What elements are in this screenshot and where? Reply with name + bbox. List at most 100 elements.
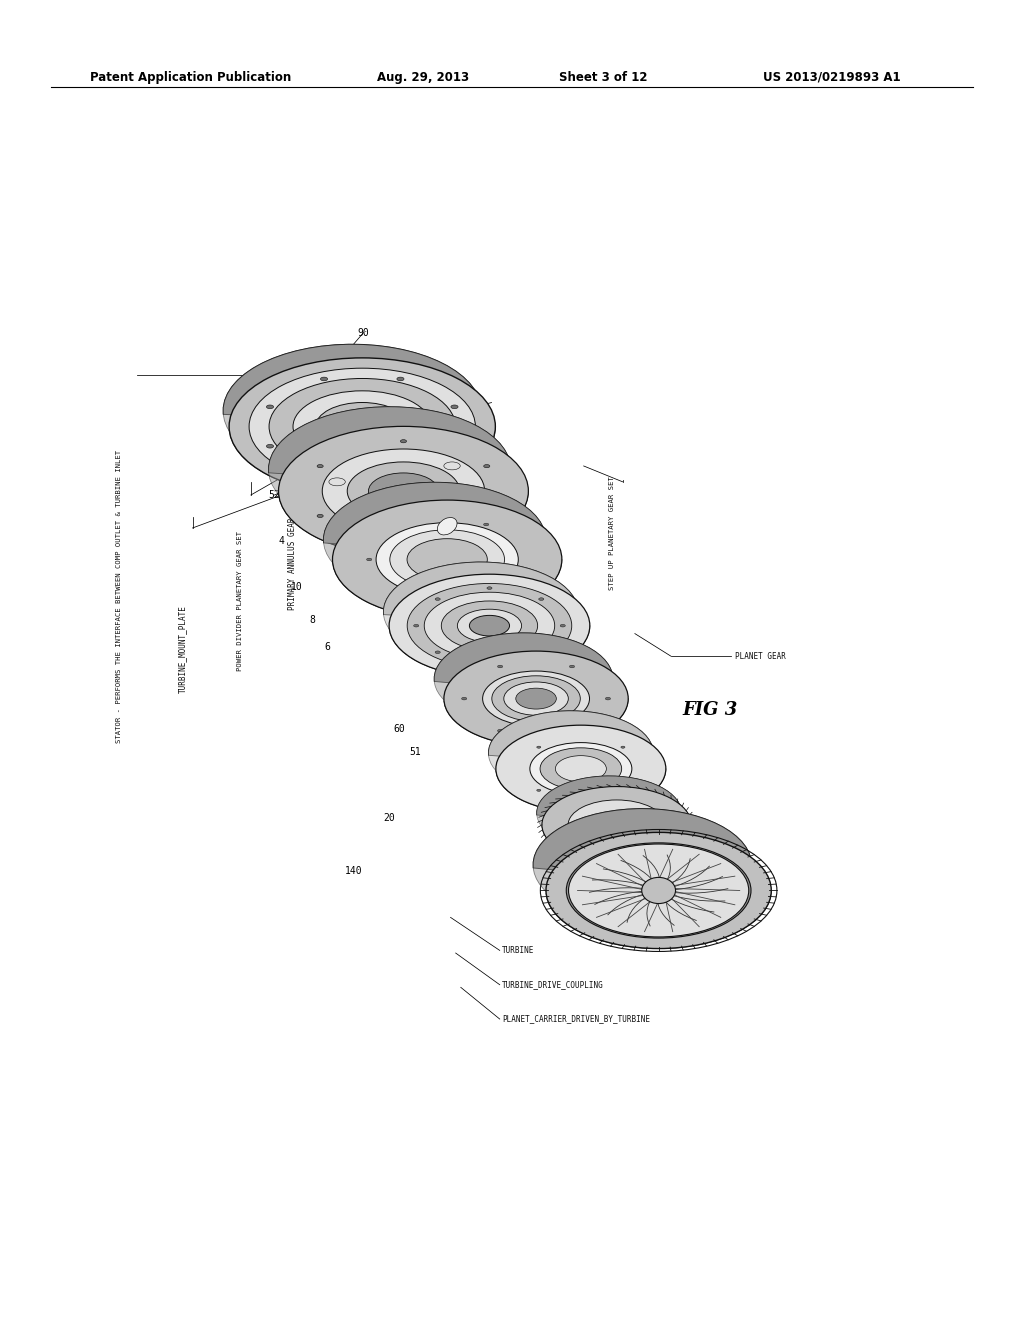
Polygon shape: [324, 482, 562, 619]
Text: FIG 3: FIG 3: [682, 701, 737, 719]
Ellipse shape: [568, 800, 666, 850]
Ellipse shape: [437, 517, 457, 535]
Ellipse shape: [315, 403, 409, 450]
Ellipse shape: [434, 632, 613, 725]
Ellipse shape: [413, 521, 429, 529]
Ellipse shape: [496, 725, 666, 812]
Ellipse shape: [542, 787, 691, 863]
Ellipse shape: [269, 379, 456, 475]
Text: PLANET GEAR: PLANET GEAR: [735, 652, 786, 660]
Text: 60: 60: [393, 723, 406, 734]
Ellipse shape: [389, 574, 590, 677]
Ellipse shape: [400, 440, 407, 442]
Text: PLANET_CARRIER_DRIVEN_BY_TURBINE: PLANET_CARRIER_DRIVEN_BY_TURBINE: [502, 1015, 650, 1023]
Ellipse shape: [462, 697, 467, 700]
Ellipse shape: [347, 462, 460, 520]
Ellipse shape: [293, 391, 431, 462]
Polygon shape: [383, 562, 590, 677]
Ellipse shape: [321, 378, 328, 380]
Text: 51: 51: [409, 747, 421, 758]
Ellipse shape: [469, 615, 510, 636]
Ellipse shape: [621, 789, 625, 792]
Ellipse shape: [483, 593, 488, 595]
Ellipse shape: [498, 665, 503, 668]
Text: US 2013/0219893 A1: US 2013/0219893 A1: [763, 71, 900, 83]
Ellipse shape: [642, 878, 676, 903]
Polygon shape: [301, 399, 462, 507]
Ellipse shape: [546, 833, 771, 949]
Ellipse shape: [266, 445, 273, 447]
Ellipse shape: [483, 523, 488, 525]
Ellipse shape: [569, 730, 574, 733]
Ellipse shape: [435, 598, 440, 601]
Ellipse shape: [504, 682, 568, 715]
Text: 90: 90: [357, 327, 370, 338]
Ellipse shape: [482, 671, 590, 726]
Ellipse shape: [369, 473, 438, 510]
Text: Sheet 3 of 12: Sheet 3 of 12: [559, 71, 647, 83]
Text: 140: 140: [344, 866, 362, 876]
Text: PRIMARY ANNULUS GEAR: PRIMARY ANNULUS GEAR: [289, 517, 297, 610]
Ellipse shape: [376, 523, 518, 597]
Ellipse shape: [529, 743, 632, 795]
Polygon shape: [395, 537, 542, 644]
Ellipse shape: [534, 809, 752, 921]
Ellipse shape: [317, 515, 324, 517]
Text: 88: 88: [460, 437, 472, 447]
Polygon shape: [586, 813, 681, 884]
Text: 10: 10: [291, 582, 303, 593]
Ellipse shape: [444, 651, 629, 746]
Ellipse shape: [537, 789, 541, 792]
Text: 20: 20: [383, 813, 395, 824]
Ellipse shape: [498, 730, 503, 733]
Ellipse shape: [555, 755, 606, 781]
Ellipse shape: [487, 587, 492, 590]
Text: Patent Application Publication: Patent Application Publication: [90, 71, 292, 83]
Ellipse shape: [441, 601, 538, 651]
Ellipse shape: [229, 358, 496, 495]
Ellipse shape: [317, 465, 324, 467]
Text: 50: 50: [503, 475, 515, 486]
Ellipse shape: [397, 473, 404, 477]
Text: 86: 86: [419, 397, 431, 408]
Ellipse shape: [407, 539, 487, 581]
Ellipse shape: [249, 368, 475, 484]
Text: STEP UP PLANETARY GEAR SET: STEP UP PLANETARY GEAR SET: [609, 477, 615, 590]
Ellipse shape: [383, 562, 578, 661]
Ellipse shape: [540, 748, 622, 789]
Polygon shape: [494, 681, 622, 779]
Ellipse shape: [560, 624, 565, 627]
Ellipse shape: [621, 746, 625, 748]
Text: 38: 38: [537, 622, 549, 632]
Ellipse shape: [424, 593, 555, 659]
Text: 56: 56: [552, 591, 564, 602]
Ellipse shape: [451, 445, 458, 447]
Ellipse shape: [492, 676, 581, 722]
Ellipse shape: [451, 405, 458, 409]
Ellipse shape: [483, 515, 489, 517]
Text: 6: 6: [325, 642, 331, 652]
Ellipse shape: [569, 665, 574, 668]
Ellipse shape: [605, 697, 610, 700]
Ellipse shape: [397, 378, 404, 380]
Text: 21: 21: [547, 846, 559, 857]
Text: 8: 8: [309, 615, 315, 626]
Ellipse shape: [400, 540, 407, 543]
Ellipse shape: [539, 651, 544, 653]
Polygon shape: [537, 776, 691, 863]
Text: 57: 57: [378, 362, 390, 372]
Polygon shape: [442, 605, 580, 708]
Text: Aug. 29, 2013: Aug. 29, 2013: [377, 71, 469, 83]
Polygon shape: [347, 466, 501, 574]
Ellipse shape: [329, 478, 345, 486]
Ellipse shape: [321, 473, 328, 477]
Ellipse shape: [414, 624, 419, 627]
Ellipse shape: [516, 688, 556, 709]
Ellipse shape: [566, 843, 751, 939]
Polygon shape: [268, 407, 528, 556]
Polygon shape: [488, 710, 666, 812]
Text: POWER DIVIDER PLANETARY GEAR SET: POWER DIVIDER PLANETARY GEAR SET: [237, 531, 243, 671]
Ellipse shape: [539, 598, 544, 601]
Text: TURBINE: TURBINE: [502, 946, 535, 954]
Ellipse shape: [338, 414, 386, 438]
